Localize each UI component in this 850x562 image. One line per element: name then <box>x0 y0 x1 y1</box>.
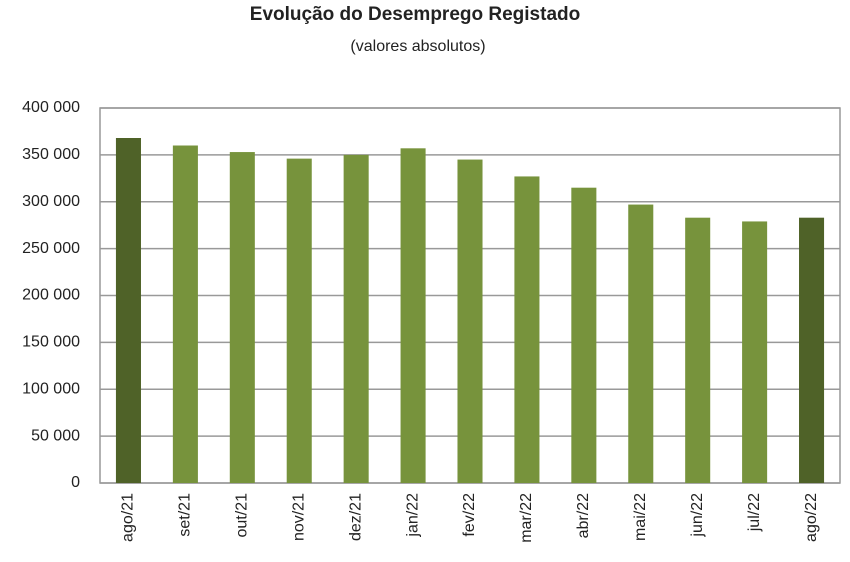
y-tick-label: 400 000 <box>22 99 80 116</box>
y-tick-label: 50 000 <box>31 427 80 444</box>
x-tick-label: mar/22 <box>518 493 535 543</box>
y-tick-label: 250 000 <box>22 240 80 257</box>
y-tick-label: 300 000 <box>22 193 80 210</box>
bar <box>229 152 255 483</box>
bar <box>343 154 369 483</box>
x-tick-label: ago/21 <box>120 493 137 542</box>
x-tick-label: nov/21 <box>290 493 307 541</box>
bar <box>571 187 597 483</box>
bar <box>115 138 141 483</box>
chart-subtitle: (valores absolutos) <box>350 38 485 55</box>
y-tick-label: 200 000 <box>22 287 80 304</box>
x-tick-label: jul/22 <box>746 493 763 532</box>
bar <box>742 221 768 483</box>
y-tick-label: 150 000 <box>22 334 80 351</box>
bar <box>685 217 711 483</box>
y-tick-label: 100 000 <box>22 380 80 397</box>
bar <box>400 148 426 483</box>
bar <box>172 145 198 483</box>
x-tick-label: jan/22 <box>404 493 421 538</box>
bar <box>628 204 654 483</box>
bar <box>457 159 483 483</box>
x-tick-label: abr/22 <box>575 493 592 538</box>
bar <box>286 158 312 483</box>
bar <box>514 176 540 483</box>
x-tick-label: fev/22 <box>461 493 478 537</box>
y-tick-label: 0 <box>71 474 80 491</box>
x-tick-label: jun/22 <box>689 493 706 538</box>
bar <box>799 217 825 483</box>
y-tick-label: 350 000 <box>22 146 80 163</box>
x-tick-label: mai/22 <box>632 493 649 541</box>
chart-title: Evolução do Desemprego Registado <box>250 4 580 25</box>
x-tick-label: set/21 <box>177 493 194 537</box>
x-tick-label: ago/22 <box>803 493 820 542</box>
x-tick-label: out/21 <box>234 493 251 538</box>
x-tick-label: dez/21 <box>347 493 364 541</box>
